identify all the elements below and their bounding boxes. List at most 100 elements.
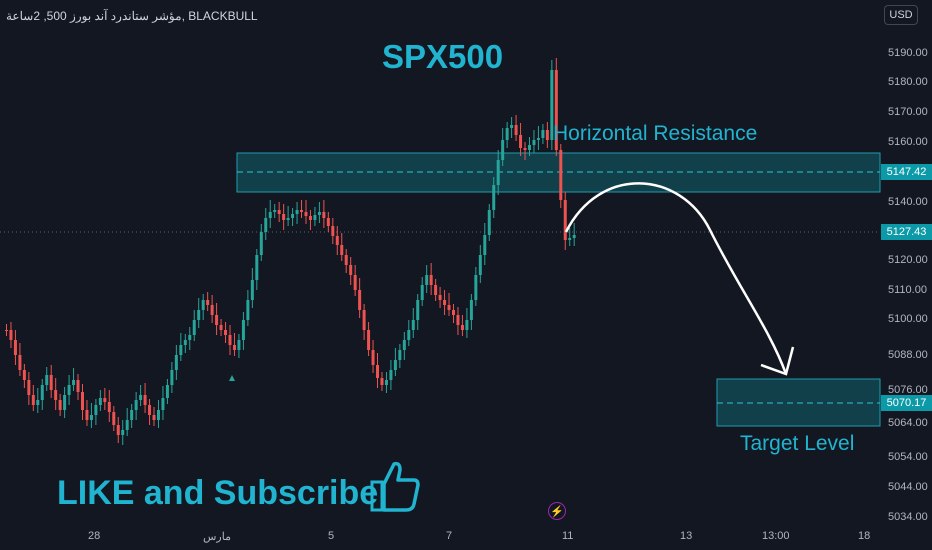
candle xyxy=(487,210,491,235)
candle xyxy=(429,275,433,285)
candle xyxy=(398,350,402,360)
candle xyxy=(228,335,232,345)
candle xyxy=(371,350,375,365)
candle xyxy=(255,255,259,280)
arrow-head xyxy=(760,346,795,376)
candle xyxy=(40,385,44,400)
candle xyxy=(188,335,192,340)
candle xyxy=(362,310,366,330)
candle xyxy=(572,235,576,238)
like-subscribe-text: LIKE and Subscribe xyxy=(57,474,379,512)
candle xyxy=(98,398,102,405)
up-marker xyxy=(229,375,235,381)
candle xyxy=(94,405,98,415)
candle xyxy=(326,218,330,226)
time-tick: 18 xyxy=(858,530,871,542)
candle xyxy=(143,395,147,405)
candles xyxy=(5,58,576,445)
candle xyxy=(268,212,272,218)
price-tick: 5100.00 xyxy=(888,313,928,325)
candle xyxy=(174,355,178,370)
candle xyxy=(125,420,129,430)
candle xyxy=(232,345,236,350)
candle xyxy=(165,385,169,398)
candle xyxy=(322,212,326,218)
time-tick: 28 xyxy=(88,530,101,542)
candle xyxy=(219,325,223,330)
candle xyxy=(264,218,268,232)
candle xyxy=(148,405,152,415)
candle xyxy=(420,285,424,300)
candle xyxy=(554,70,558,150)
price-tick: 5034.00 xyxy=(888,511,928,523)
candle xyxy=(22,370,26,380)
price-tick: 5170.00 xyxy=(888,106,928,118)
time-tick: 5 xyxy=(328,530,335,542)
candle xyxy=(103,398,107,402)
price-tick: 5064.00 xyxy=(888,417,928,429)
candle xyxy=(5,330,8,331)
candle xyxy=(112,412,116,425)
price-tag: 5070.17 xyxy=(881,395,932,411)
candle xyxy=(210,305,214,315)
candle xyxy=(282,214,286,220)
candle xyxy=(425,275,429,285)
candle xyxy=(474,275,478,300)
candle xyxy=(192,320,196,335)
candle xyxy=(313,215,317,220)
candle xyxy=(541,130,545,138)
candle xyxy=(58,400,62,410)
candle xyxy=(402,340,406,350)
candle xyxy=(31,395,35,405)
candle xyxy=(206,300,210,305)
candle xyxy=(36,400,40,405)
candle xyxy=(344,255,348,265)
target-label: Target Level xyxy=(740,432,855,455)
candle xyxy=(134,400,138,410)
price-tick: 5120.00 xyxy=(888,254,928,266)
candle xyxy=(241,320,245,340)
candle xyxy=(161,398,165,410)
currency-button[interactable]: USD xyxy=(884,5,918,25)
candle xyxy=(9,330,13,340)
candle xyxy=(72,380,76,385)
candle xyxy=(519,135,523,148)
candle xyxy=(393,360,397,370)
candle xyxy=(27,380,31,395)
time-tick: 11 xyxy=(562,530,574,542)
candle xyxy=(224,330,228,335)
candle xyxy=(443,300,447,305)
candle xyxy=(277,210,281,214)
candle xyxy=(434,285,438,295)
candle xyxy=(407,330,411,340)
candle xyxy=(380,378,384,385)
candle xyxy=(300,210,304,212)
candle xyxy=(295,210,299,214)
candle xyxy=(483,235,487,255)
candle xyxy=(76,380,80,392)
forecast-arrow xyxy=(564,182,788,375)
lightning-icon[interactable]: ⚡ xyxy=(548,502,566,520)
candle xyxy=(349,265,353,275)
candle xyxy=(304,212,308,216)
candle xyxy=(18,355,22,370)
candle xyxy=(215,315,219,325)
candle xyxy=(152,415,156,420)
price-tick: 5180.00 xyxy=(888,76,928,88)
candle xyxy=(416,300,420,320)
candle xyxy=(492,185,496,210)
candle xyxy=(80,392,84,410)
time-tick: مارس xyxy=(203,531,231,543)
candle xyxy=(358,290,362,310)
candle xyxy=(317,212,321,215)
price-tick: 5088.00 xyxy=(888,349,928,361)
candle xyxy=(411,320,415,330)
candle xyxy=(331,226,335,236)
candle xyxy=(532,140,536,145)
candle xyxy=(201,300,205,310)
candle xyxy=(63,395,67,410)
candle xyxy=(501,140,505,160)
candle xyxy=(447,305,451,310)
candle xyxy=(67,385,71,395)
